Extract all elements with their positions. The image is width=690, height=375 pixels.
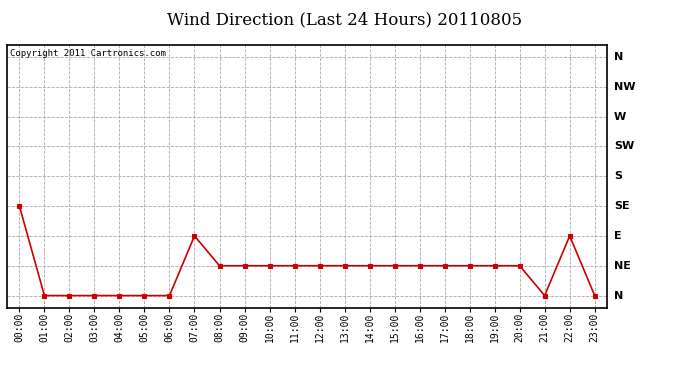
Text: Copyright 2011 Cartronics.com: Copyright 2011 Cartronics.com [10, 49, 166, 58]
Text: N: N [614, 52, 623, 62]
Text: NE: NE [614, 261, 631, 271]
Text: E: E [614, 231, 622, 241]
Text: W: W [614, 112, 627, 122]
Text: Wind Direction (Last 24 Hours) 20110805: Wind Direction (Last 24 Hours) 20110805 [168, 11, 522, 28]
Text: SE: SE [614, 201, 630, 211]
Text: NW: NW [614, 82, 635, 92]
Text: SW: SW [614, 141, 634, 152]
Text: S: S [614, 171, 622, 181]
Text: N: N [614, 291, 623, 301]
